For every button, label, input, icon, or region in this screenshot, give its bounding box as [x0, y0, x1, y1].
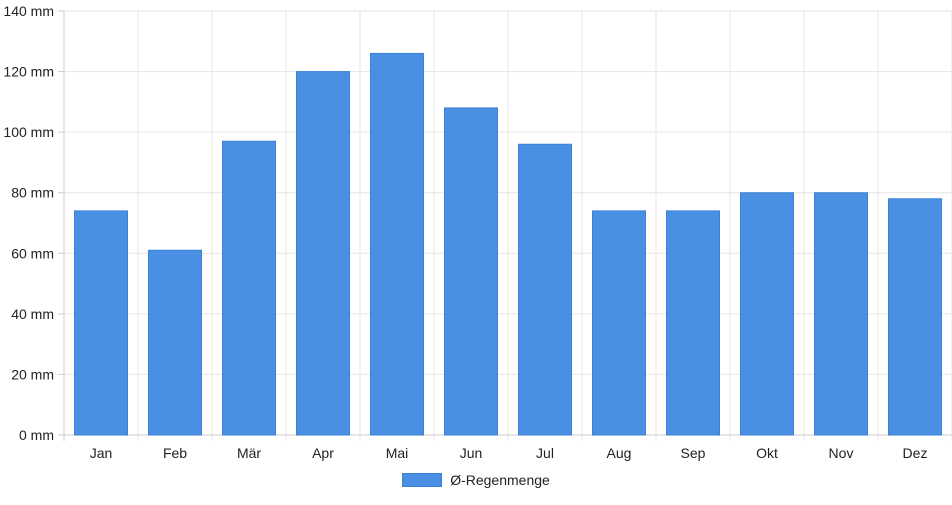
x-tick-label: Jul: [536, 445, 554, 461]
bar-sep[interactable]: [666, 210, 720, 436]
y-tick-label: 100 mm: [3, 124, 54, 140]
axes: [58, 10, 952, 436]
x-tick-label: Nov: [829, 445, 854, 461]
bar-jan[interactable]: [74, 210, 128, 436]
bar-apr[interactable]: [296, 71, 350, 436]
bar-mai[interactable]: [370, 52, 424, 436]
x-tick-label: Aug: [607, 445, 632, 461]
bars: [74, 52, 942, 436]
bar-jul[interactable]: [518, 143, 572, 436]
x-tick-label: Feb: [163, 445, 187, 461]
bar-feb[interactable]: [148, 249, 202, 436]
grid: [63, 10, 952, 441]
x-tick-label: Jan: [90, 445, 113, 461]
x-tick-label: Okt: [756, 445, 778, 461]
x-tick-label: Sep: [681, 445, 706, 461]
bar-jun[interactable]: [444, 107, 498, 436]
legend-label: Ø-Regenmenge: [450, 472, 550, 488]
bar-okt[interactable]: [740, 192, 794, 436]
x-tick-label: Mai: [386, 445, 409, 461]
y-tick-label: 60 mm: [11, 245, 54, 261]
x-tick-label: Dez: [903, 445, 928, 461]
bar-aug[interactable]: [592, 210, 646, 436]
y-tick-label: 80 mm: [11, 185, 54, 201]
tick-labels: 0 mm 20 mm 40 mm 60 mm 80 mm 100 mm 120 mm 140 …: [3, 3, 927, 461]
y-tick-label: 20 mm: [11, 366, 54, 382]
y-tick-label: 120 mm: [3, 64, 54, 80]
bar-dez[interactable]: [888, 198, 942, 436]
x-tick-label: Mär: [237, 445, 261, 461]
bar-mär[interactable]: [222, 140, 276, 436]
y-tick-label: 140 mm: [3, 3, 54, 19]
y-tick-label: 40 mm: [11, 306, 54, 322]
legend[interactable]: Ø-Regenmenge: [0, 472, 952, 488]
legend-swatch: [402, 473, 443, 487]
x-tick-label: Apr: [312, 445, 334, 461]
bar-nov[interactable]: [814, 192, 868, 436]
y-tick-label: 0 mm: [19, 427, 54, 443]
x-tick-label: Jun: [460, 445, 483, 461]
